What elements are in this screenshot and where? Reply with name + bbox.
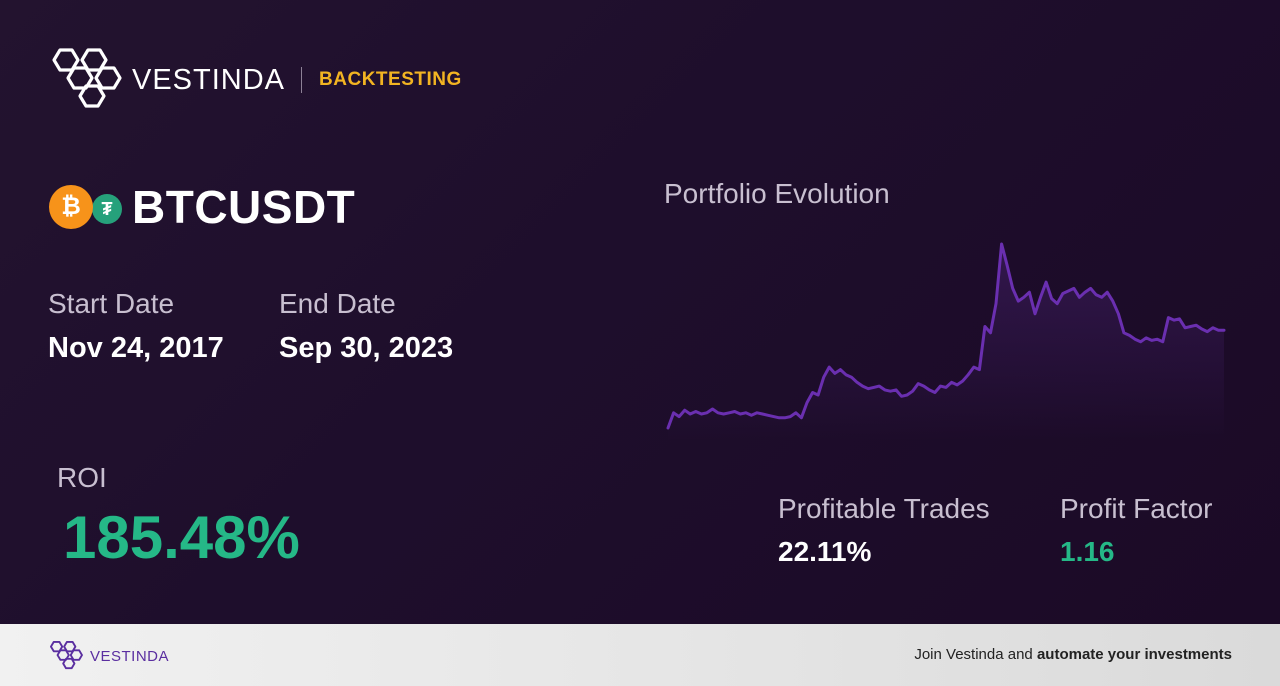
profitable-trades-label: Profitable Trades xyxy=(778,493,990,524)
start-date-value: Nov 24, 2017 xyxy=(48,332,224,364)
footer-cta[interactable]: Join Vestinda and automate your investme… xyxy=(914,646,1232,663)
profit-factor-value: 1.16 xyxy=(1060,536,1115,567)
trading-pair: ₿ ₮ BTCUSDT xyxy=(49,180,355,234)
footer-brand-name: VESTINDA xyxy=(90,647,170,665)
roi-label: ROI xyxy=(57,462,107,493)
portfolio-evolution-chart xyxy=(666,242,1226,440)
footer-cta-bold: automate your investments xyxy=(1036,646,1232,663)
roi-value: 185.48% xyxy=(63,504,300,571)
footer-bar: VESTINDA Join Vestinda and automate your… xyxy=(0,624,1280,686)
brand-name: VESTINDA xyxy=(132,63,286,96)
vestinda-logo-icon xyxy=(52,48,122,108)
vestinda-logo-icon xyxy=(50,640,83,670)
tether-icon: ₮ xyxy=(92,194,122,224)
brand-header: VESTINDA BACKTESTING xyxy=(48,46,462,114)
profit-factor-label: Profit Factor xyxy=(1060,493,1213,524)
footer-brand[interactable]: VESTINDA xyxy=(48,640,169,672)
profitable-trades-value: 22.11% xyxy=(778,536,872,567)
footer-cta-prefix: Join Vestinda and xyxy=(914,646,1037,663)
brand-divider xyxy=(301,67,303,93)
end-date-label: End Date xyxy=(279,288,396,319)
bitcoin-icon: ₿ xyxy=(49,185,93,229)
chart-title: Portfolio Evolution xyxy=(664,178,890,209)
start-date-label: Start Date xyxy=(48,288,175,319)
pair-label: BTCUSDT xyxy=(132,181,356,233)
backtesting-tag: BACKTESTING xyxy=(319,69,462,90)
chart-series-line xyxy=(666,242,1226,430)
backtest-card: VESTINDA BACKTESTING ₿ ₮ BTCUSDT Start D… xyxy=(0,0,1280,624)
end-date-value: Sep 30, 2023 xyxy=(279,332,454,364)
